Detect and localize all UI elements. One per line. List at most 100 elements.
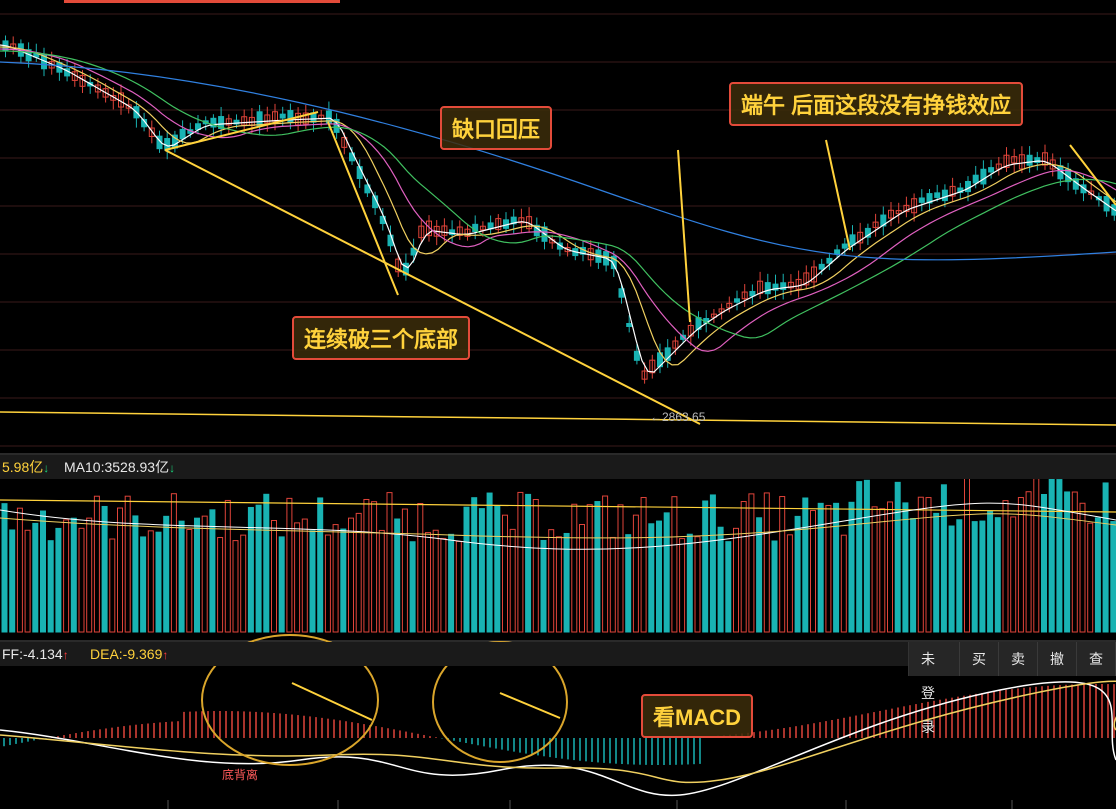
query-button[interactable]: 查 bbox=[1077, 642, 1116, 676]
candle-body bbox=[94, 84, 101, 93]
pointer-line bbox=[677, 149, 691, 323]
volume-bar bbox=[301, 518, 308, 633]
candle-body bbox=[710, 313, 717, 318]
volume-bar bbox=[155, 531, 162, 633]
annotation-three-bottoms: 连续破三个底部 bbox=[292, 316, 471, 360]
buy-button[interactable]: 买 bbox=[960, 642, 999, 676]
volume-ma-line bbox=[0, 513, 1116, 539]
down-arrow-icon: ↓ bbox=[43, 461, 50, 475]
volume-bar bbox=[324, 534, 331, 633]
volume-bar bbox=[40, 510, 46, 633]
candle-body bbox=[610, 255, 617, 270]
volume-bar bbox=[409, 541, 416, 633]
volume-bar bbox=[917, 496, 924, 633]
candle-body bbox=[633, 350, 640, 361]
volume-bar bbox=[494, 505, 501, 633]
volume-bar bbox=[448, 533, 455, 633]
volume-bar bbox=[1094, 517, 1101, 633]
candle-body bbox=[1042, 152, 1048, 166]
volume-bar bbox=[502, 514, 508, 633]
candle-body bbox=[426, 220, 432, 237]
volume-bar bbox=[1017, 497, 1024, 633]
volume-bar bbox=[763, 492, 770, 633]
volume-bar bbox=[147, 530, 154, 633]
annotation-gap: 缺口回压 bbox=[440, 106, 553, 150]
volume-bar bbox=[594, 501, 601, 633]
sell-button[interactable]: 卖 bbox=[999, 642, 1038, 676]
macd-diff-line bbox=[0, 681, 1116, 797]
candle-body bbox=[449, 229, 456, 236]
volume-bar bbox=[1064, 491, 1071, 633]
volume-bar bbox=[856, 481, 863, 633]
volume-bar bbox=[271, 520, 277, 633]
candle-body bbox=[841, 243, 848, 249]
volume-bar bbox=[463, 506, 470, 633]
volume-bar bbox=[486, 492, 493, 633]
pointer-line bbox=[291, 682, 373, 721]
annotation-watch-macd: 看MACD bbox=[641, 694, 753, 738]
volume-bar bbox=[940, 484, 947, 633]
up-arrow-icon: ↑ bbox=[62, 648, 69, 662]
volume-bar bbox=[925, 497, 932, 633]
candle-body bbox=[926, 193, 933, 204]
volume-bar bbox=[902, 502, 909, 633]
volume-bar bbox=[1048, 477, 1055, 633]
candle-body bbox=[626, 322, 633, 327]
volume-bar bbox=[817, 502, 824, 633]
volume-bar bbox=[186, 529, 193, 633]
candle-body bbox=[780, 282, 787, 291]
volume-bar bbox=[1, 503, 8, 633]
candle-body bbox=[148, 127, 155, 137]
ma30-line bbox=[0, 50, 1116, 339]
volume-bar bbox=[178, 520, 185, 633]
candle-body bbox=[641, 370, 648, 380]
volume-bar bbox=[910, 518, 917, 633]
volume-bar bbox=[602, 495, 609, 633]
candle-body bbox=[880, 214, 887, 227]
volume-bar bbox=[609, 536, 616, 633]
volume-bar bbox=[363, 498, 370, 633]
candle-body bbox=[464, 228, 471, 237]
volume-bar bbox=[733, 527, 739, 633]
candle-body bbox=[918, 197, 925, 203]
volume-bar bbox=[810, 510, 816, 633]
volume-bar bbox=[317, 497, 324, 633]
volume-bar bbox=[1033, 478, 1040, 633]
cancel-order-button[interactable]: 撤 bbox=[1038, 642, 1077, 676]
ma20-line bbox=[0, 48, 1116, 352]
volume-bar bbox=[840, 534, 847, 633]
volume-bar bbox=[9, 529, 16, 633]
volume-bar bbox=[848, 501, 855, 633]
login-button[interactable]: 未登录 bbox=[909, 642, 960, 735]
candle-body bbox=[803, 272, 810, 286]
candle-body bbox=[264, 114, 271, 124]
candle-body bbox=[664, 347, 671, 361]
volume-bar bbox=[425, 532, 431, 633]
candle-body bbox=[949, 185, 956, 197]
volume-bar bbox=[748, 493, 755, 633]
volume-bar bbox=[47, 540, 54, 633]
volume-bar bbox=[548, 529, 555, 633]
divergence-circle bbox=[201, 634, 379, 766]
volume-bar bbox=[540, 539, 547, 633]
volume-bar bbox=[278, 536, 285, 633]
volume-bar bbox=[717, 526, 724, 633]
candle-body bbox=[564, 247, 571, 253]
top-highlight-bar bbox=[64, 0, 340, 3]
volume-bar bbox=[209, 509, 216, 633]
down-arrow-icon: ↓ bbox=[169, 461, 176, 475]
volume-bar bbox=[709, 494, 716, 633]
candle-body bbox=[1080, 184, 1087, 194]
macd-diff-label: FF:-4.134↑ bbox=[2, 646, 69, 662]
volume-bar bbox=[240, 534, 247, 633]
volume-bar bbox=[948, 525, 955, 633]
volume-bar bbox=[671, 496, 678, 633]
volume-bar bbox=[802, 497, 809, 633]
volume-indicator-header: 5.98亿↓ MA10:3528.93亿↓ bbox=[0, 455, 1116, 479]
volume-bar bbox=[1002, 500, 1009, 633]
candle-body bbox=[795, 278, 802, 290]
candle-body bbox=[980, 168, 987, 185]
candle-body bbox=[556, 242, 563, 250]
